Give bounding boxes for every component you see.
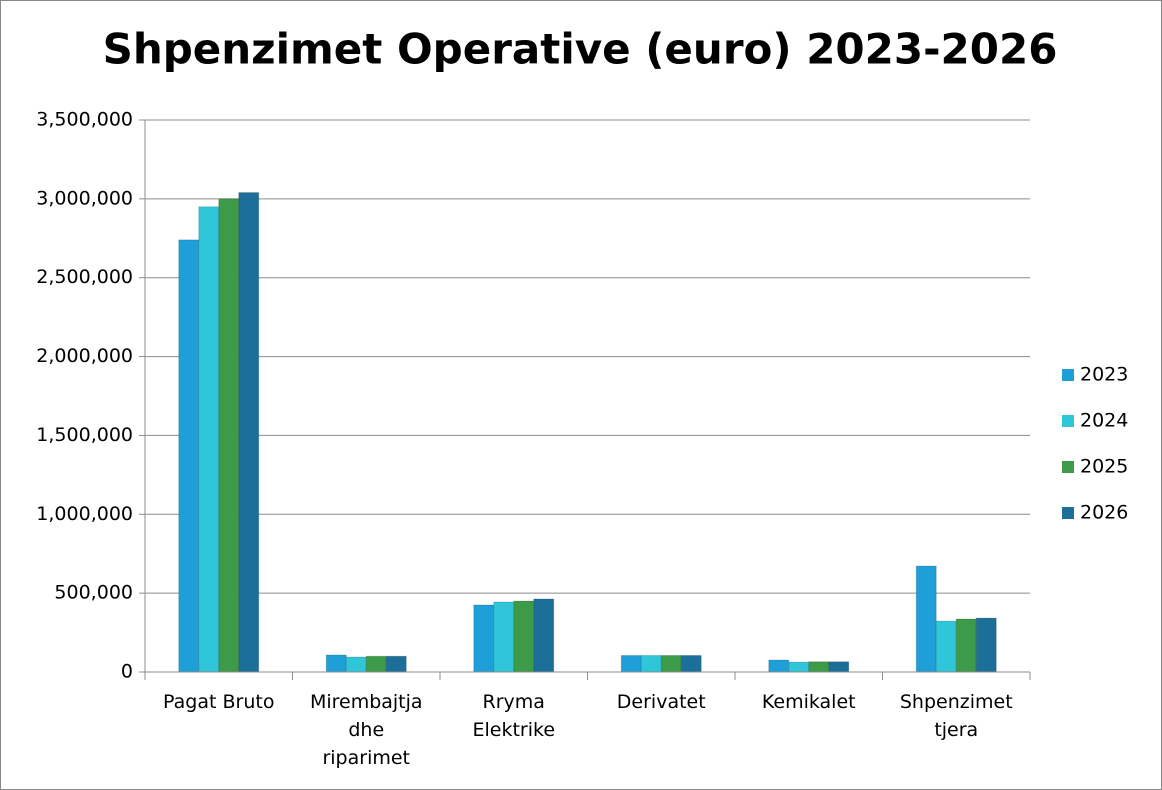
y-tick-label: 1,000,000: [36, 503, 133, 525]
bar: [828, 661, 850, 673]
bar: [198, 206, 220, 673]
x-tick-label: Pagat Bruto: [163, 691, 274, 713]
legend-label: 2025: [1080, 456, 1128, 478]
bar: [640, 654, 662, 673]
chart-title: Shpenzimet Operative (euro) 2023-2026: [103, 25, 1058, 74]
x-tick-label: Kemikalet: [762, 691, 856, 713]
bar: [808, 661, 830, 673]
legend-swatch: [1062, 507, 1074, 519]
bar: [935, 620, 957, 673]
bar: [473, 604, 495, 673]
bar: [178, 239, 200, 673]
bar: [365, 655, 387, 673]
bar: [238, 192, 260, 673]
x-tick-label: Rryma Elektrike: [472, 691, 555, 741]
legend-label: 2023: [1080, 364, 1128, 386]
bar: [385, 655, 407, 673]
bar: [218, 198, 240, 673]
y-tick-label: 3,000,000: [36, 187, 133, 209]
y-tick-label: 2,000,000: [36, 345, 133, 367]
x-tick-label: Shpenzimet tjera: [900, 691, 1013, 741]
y-tick-label: 0: [121, 661, 133, 683]
bar: [955, 618, 977, 673]
legend-swatch: [1062, 369, 1074, 381]
y-tick-label: 1,500,000: [36, 424, 133, 446]
legend-label: 2024: [1080, 410, 1128, 432]
bar: [768, 659, 790, 673]
bar: [620, 654, 642, 673]
legend-swatch: [1062, 461, 1074, 473]
bar: [513, 600, 535, 673]
bar: [345, 656, 367, 673]
y-tick-label: 3,500,000: [36, 109, 133, 131]
bar: [533, 598, 555, 673]
y-tick-label: 2,500,000: [36, 266, 133, 288]
y-tick-label: 500,000: [54, 582, 133, 604]
legend-label: 2026: [1080, 502, 1128, 524]
bar: [915, 565, 937, 673]
bar: [325, 654, 347, 673]
x-tick-label: Mirembajtja dhe riparimet: [310, 691, 423, 769]
bar: [660, 654, 682, 673]
bar: [788, 661, 810, 673]
legend-swatch: [1062, 415, 1074, 427]
bar: [493, 601, 515, 673]
x-tick-label: Derivatet: [617, 691, 706, 713]
bar: [975, 617, 997, 673]
bar: [680, 654, 702, 673]
